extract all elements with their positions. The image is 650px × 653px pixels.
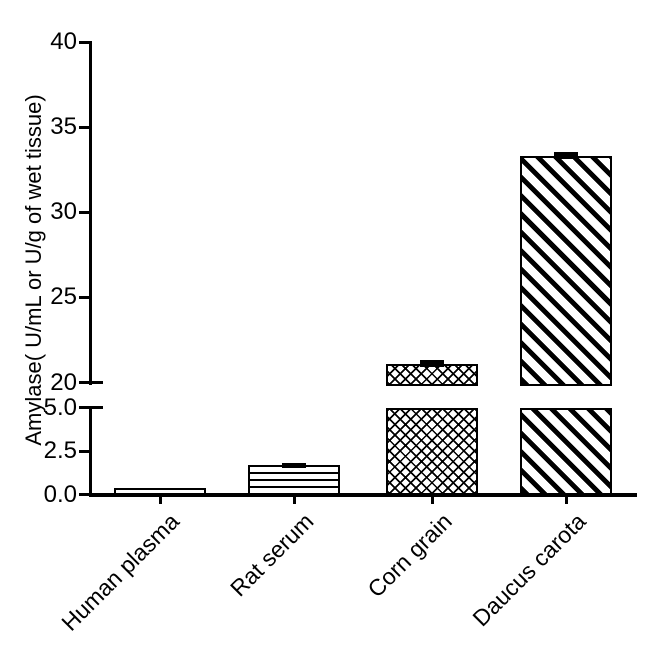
y-tick-lower-2.5	[79, 449, 92, 453]
error-bar-cap-daucus-carota	[554, 151, 578, 160]
y-axis-title: Amylase( U/mL or U/g of wet tissue)	[21, 94, 46, 446]
y-tick-upper-35	[79, 125, 92, 129]
x-tick-label-daucus-carota: Daucus carota	[467, 508, 591, 632]
y-tick-lower-0.0	[79, 493, 92, 496]
y-tick-label: 35	[50, 113, 77, 141]
bar-daucus-carota-upper-piece	[520, 156, 612, 386]
y-axis-break-cap-upper	[79, 380, 103, 385]
x-tick-corn-grain	[430, 496, 434, 504]
bar-daucus-carota-lower-piece	[520, 408, 612, 495]
x-tick-label-rat-serum: Rat serum	[224, 508, 319, 602]
x-tick-daucus-carota	[564, 496, 568, 504]
y-tick-label: 40	[50, 28, 77, 55]
y-tick-upper-40	[79, 40, 92, 44]
y-tick-label: 0.0	[43, 480, 77, 508]
x-tick-human-plasma	[158, 496, 162, 504]
bar-rat-serum	[248, 464, 340, 495]
x-axis-line	[89, 493, 637, 497]
y-axis-break-cap-lower	[79, 405, 103, 410]
y-tick-label: 20	[50, 368, 77, 396]
error-bar-cap-corn-grain	[420, 360, 444, 367]
bar-corn-grain-lower-piece	[386, 408, 478, 495]
y-tick-label: 2.5	[43, 437, 77, 464]
error-bar-cap-rat-serum	[282, 463, 306, 468]
y-tick-label: 5.0	[43, 393, 77, 421]
x-tick-rat-serum	[292, 496, 296, 504]
x-tick-label-human-plasma: Human plasma	[56, 508, 185, 636]
y-tick-upper-30	[79, 210, 92, 214]
y-tick-upper-25	[79, 295, 92, 299]
y-tick-label: 30	[50, 198, 77, 226]
x-tick-label-corn-grain: Corn grain	[362, 508, 457, 603]
y-tick-label: 25	[50, 283, 77, 311]
bar-corn-grain-upper-piece	[386, 363, 478, 386]
